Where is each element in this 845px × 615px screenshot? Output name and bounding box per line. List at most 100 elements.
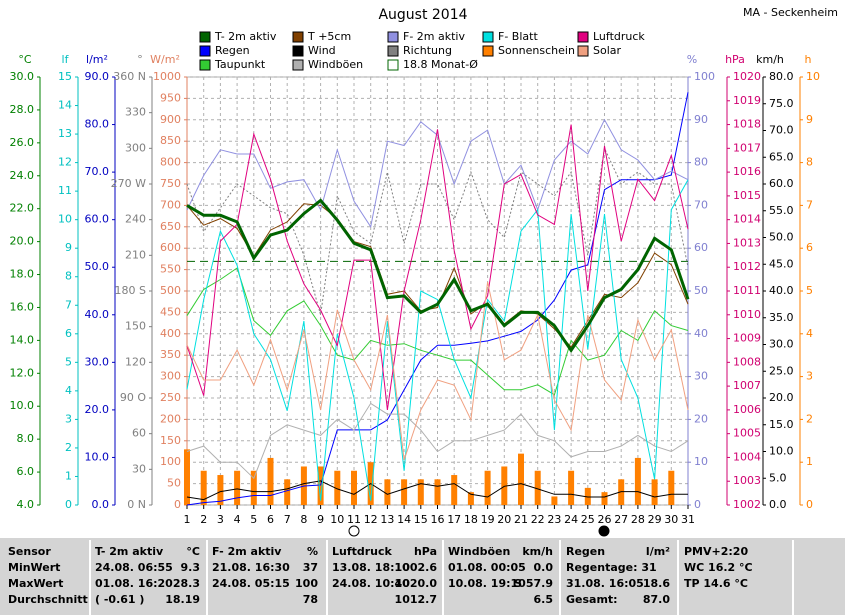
table-cell: 28.3 <box>173 577 200 590</box>
y-tick-label: 70.0 <box>85 165 110 178</box>
table-cell: 78 <box>303 593 318 606</box>
axis-unit: ° <box>137 53 143 66</box>
y-tick-label: 6.0 <box>17 465 35 478</box>
y-tick-label: 60 <box>132 427 146 440</box>
y-tick-label: 1014 <box>733 213 761 226</box>
x-tick-label: 10 <box>330 513 344 526</box>
legend-swatch <box>482 45 494 57</box>
bar <box>551 496 558 505</box>
axis-unit: h <box>805 53 812 66</box>
y-tick-label: 800 <box>160 156 181 169</box>
y-tick-label: 30.0 <box>10 70 35 83</box>
y-tick-label: 330 <box>125 106 146 119</box>
y-tick-label: 70.0 <box>769 124 794 137</box>
y-tick-label: 80 <box>694 156 708 169</box>
y-tick-label: 4.0 <box>17 498 35 511</box>
y-tick-label: 10.0 <box>10 399 35 412</box>
table-cell: WC 16.2 °C <box>684 561 753 574</box>
y-tick-label: 5 <box>806 284 813 297</box>
legend-label: F- 2m aktiv <box>403 30 465 43</box>
bar <box>267 457 274 505</box>
y-tick-label: 1019 <box>733 94 761 107</box>
y-tick-label: 8 <box>65 270 72 283</box>
x-tick-label: 25 <box>581 513 595 526</box>
y-tick-label: 250 <box>160 391 181 404</box>
legend-swatch <box>577 31 589 43</box>
table-cell: Gesamt: <box>566 593 618 606</box>
y-tick-label: 70 <box>694 198 708 211</box>
x-tick-label: 7 <box>284 513 291 526</box>
legend-swatch <box>387 45 399 57</box>
bar <box>334 470 341 505</box>
y-tick-label: 30 <box>132 462 146 475</box>
table-cell: 18.19 <box>165 593 200 606</box>
y-tick-label: 1010 <box>733 308 761 321</box>
y-tick-label: 65.0 <box>769 150 794 163</box>
x-tick-label: 15 <box>414 513 428 526</box>
series-line <box>186 179 689 501</box>
table-cell: 24.08. 10:40 <box>332 577 410 590</box>
y-tick-label: 100 <box>160 455 181 468</box>
y-tick-label: 60 <box>694 241 708 254</box>
table-header: T- 2m aktiv <box>95 545 164 558</box>
y-tick-label: 600 <box>160 241 181 254</box>
y-tick-label: 0 N <box>127 498 146 511</box>
y-tick-label: 1 <box>806 455 813 468</box>
y-tick-label: 2 <box>806 412 813 425</box>
legend-swatch <box>199 31 211 43</box>
y-tick-label: 12 <box>58 156 72 169</box>
bar <box>284 479 291 505</box>
table-header: l/m² <box>646 545 670 558</box>
table-header: F- 2m aktiv <box>212 545 282 558</box>
y-tick-label: 1004 <box>733 450 761 463</box>
series-line <box>186 281 689 461</box>
table-cell: Regentage: 31 <box>566 561 657 574</box>
y-tick-label: 14 <box>58 99 72 112</box>
bar <box>651 479 658 505</box>
y-tick-label: 1011 <box>733 284 761 297</box>
legend-swatch <box>577 45 589 57</box>
legend-label: Wind <box>308 44 336 57</box>
y-tick-label: 20.0 <box>769 391 794 404</box>
bar <box>501 466 508 505</box>
y-tick-label: 9 <box>806 113 813 126</box>
y-tick-label: 120 <box>125 355 146 368</box>
table-cell: 1020.0 <box>395 577 438 590</box>
bar <box>200 470 207 505</box>
legend-swatch <box>199 59 211 71</box>
table-cell: 10.08. 19:10 <box>448 577 526 590</box>
x-tick-label: 22 <box>531 513 545 526</box>
y-tick-label: 30 <box>694 370 708 383</box>
y-tick-label: 1009 <box>733 332 761 345</box>
legend-swatch <box>292 45 304 57</box>
axis-unit: W/m² <box>150 53 180 66</box>
series-line <box>186 480 688 501</box>
table-cell: 100 <box>295 577 318 590</box>
y-tick-label: 360 N <box>113 70 146 83</box>
y-tick-label: 1000 <box>153 70 181 83</box>
x-tick-label: 17 <box>447 513 461 526</box>
x-tick-label: 8 <box>300 513 307 526</box>
y-tick-label: 5.0 <box>769 471 787 484</box>
y-tick-label: 22.0 <box>10 202 35 215</box>
y-tick-label: 35.0 <box>769 311 794 324</box>
y-tick-label: 45.0 <box>769 257 794 270</box>
x-tick-label: 29 <box>648 513 662 526</box>
y-tick-label: 1016 <box>733 165 761 178</box>
y-tick-label: 4 <box>65 384 72 397</box>
x-tick-label: 21 <box>514 513 528 526</box>
table-header: PMV+2:20 <box>684 545 748 558</box>
table-cell: 21.08. 16:30 <box>212 561 290 574</box>
series-line <box>186 203 689 348</box>
bar <box>417 479 424 505</box>
y-tick-label: 15.0 <box>769 418 794 431</box>
y-tick-label: 400 <box>160 327 181 340</box>
x-tick-label: 18 <box>464 513 478 526</box>
y-tick-label: 16.0 <box>10 300 35 313</box>
y-tick-label: 9 <box>65 241 72 254</box>
y-tick-label: 60.0 <box>769 177 794 190</box>
table-header: % <box>307 545 318 558</box>
y-tick-label: 20.0 <box>10 235 35 248</box>
bar <box>434 479 441 505</box>
